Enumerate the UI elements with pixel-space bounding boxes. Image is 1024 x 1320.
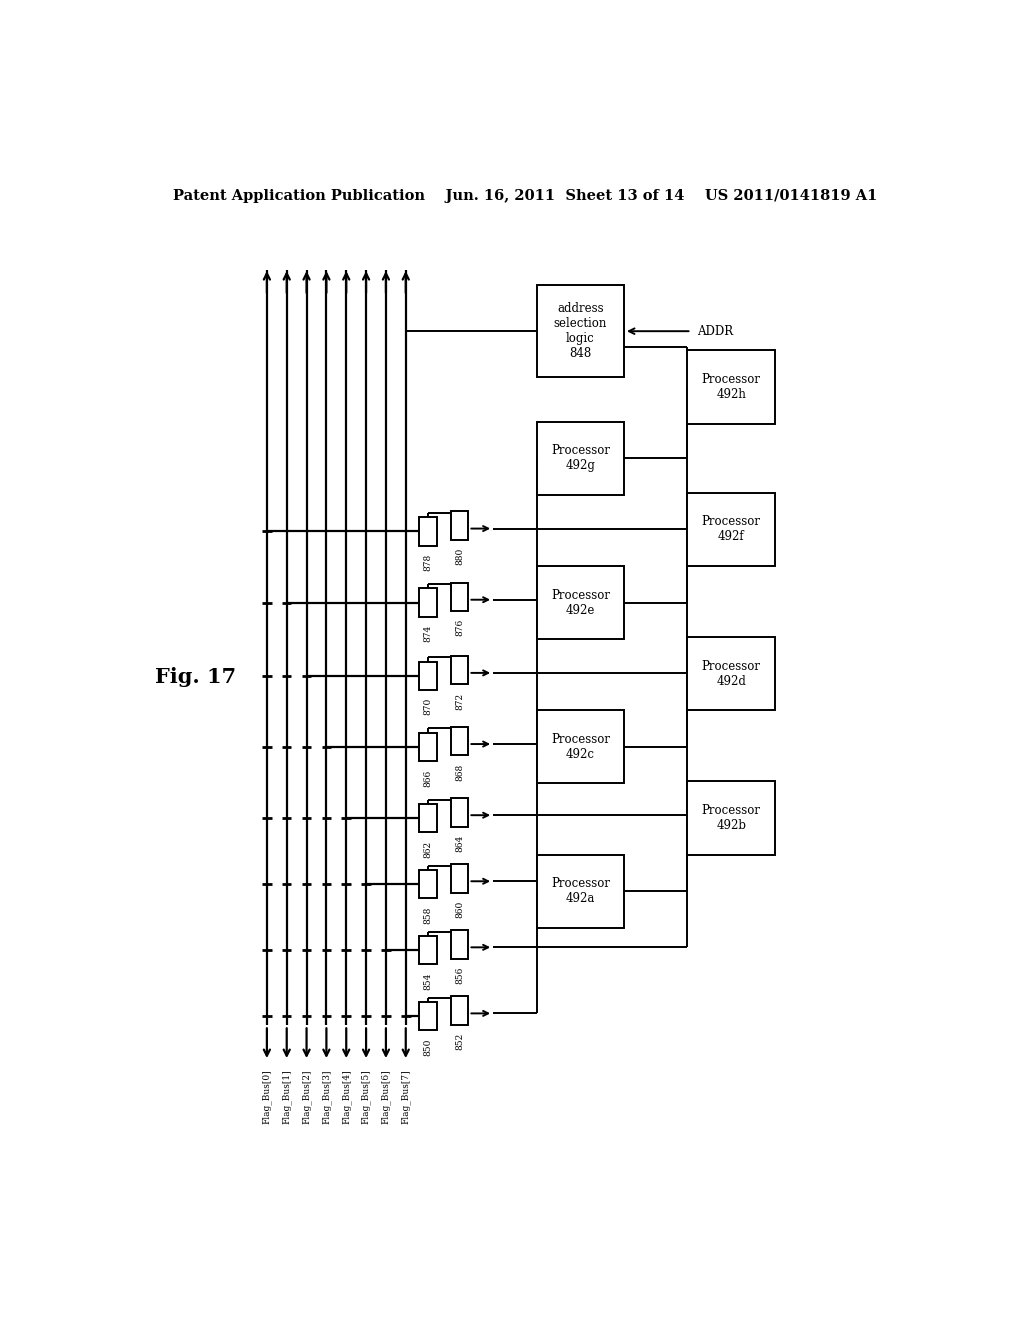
Text: 862: 862 xyxy=(424,841,432,858)
Bar xyxy=(687,638,775,710)
Text: Flag_Bus[6]: Flag_Bus[6] xyxy=(381,1069,391,1123)
Text: address
selection
logic
848: address selection logic 848 xyxy=(554,302,607,360)
Bar xyxy=(451,865,468,892)
Bar xyxy=(451,997,468,1024)
Text: Flag_Bus[3]: Flag_Bus[3] xyxy=(322,1069,331,1123)
Text: 854: 854 xyxy=(424,973,432,990)
Text: Flag_Bus[5]: Flag_Bus[5] xyxy=(361,1069,371,1123)
Text: Processor
492a: Processor 492a xyxy=(551,878,610,906)
Text: 860: 860 xyxy=(456,900,464,917)
Bar xyxy=(419,936,436,965)
Text: 850: 850 xyxy=(424,1039,432,1056)
Text: Flag_Bus[0]: Flag_Bus[0] xyxy=(262,1069,271,1123)
Text: ADDR: ADDR xyxy=(697,325,733,338)
Bar xyxy=(537,710,624,784)
Bar xyxy=(687,351,775,424)
Text: Flag_Bus[1]: Flag_Bus[1] xyxy=(282,1069,292,1123)
Text: 852: 852 xyxy=(456,1034,464,1051)
Bar xyxy=(451,727,468,755)
Text: Flag_Bus[4]: Flag_Bus[4] xyxy=(341,1069,351,1123)
Text: 858: 858 xyxy=(424,907,432,924)
Bar xyxy=(687,781,775,854)
Text: Processor
492e: Processor 492e xyxy=(551,589,610,616)
Text: Processor
492h: Processor 492h xyxy=(701,374,761,401)
Text: Processor
492c: Processor 492c xyxy=(551,733,610,760)
Text: Processor
492d: Processor 492d xyxy=(701,660,761,688)
Bar xyxy=(451,931,468,958)
Bar xyxy=(451,799,468,826)
Text: 878: 878 xyxy=(424,554,432,572)
Bar xyxy=(419,589,436,616)
Bar xyxy=(419,870,436,899)
Text: 856: 856 xyxy=(456,966,464,985)
Bar xyxy=(687,492,775,566)
Text: 864: 864 xyxy=(456,834,464,851)
Bar xyxy=(419,661,436,690)
Text: 872: 872 xyxy=(456,693,464,710)
Bar xyxy=(451,511,468,540)
Text: Processor
492b: Processor 492b xyxy=(701,804,761,832)
Bar xyxy=(537,566,624,639)
Bar xyxy=(537,854,624,928)
Text: 874: 874 xyxy=(424,624,432,642)
Text: 870: 870 xyxy=(424,698,432,715)
Text: Flag_Bus[7]: Flag_Bus[7] xyxy=(401,1069,411,1123)
Bar xyxy=(419,517,436,545)
Text: Processor
492f: Processor 492f xyxy=(701,515,761,544)
Text: 866: 866 xyxy=(424,770,432,787)
Bar xyxy=(419,733,436,762)
Text: Processor
492g: Processor 492g xyxy=(551,445,610,473)
Text: 876: 876 xyxy=(456,619,464,636)
Bar xyxy=(537,285,624,378)
Text: 868: 868 xyxy=(456,763,464,781)
Bar xyxy=(419,804,436,833)
Bar xyxy=(451,582,468,611)
Text: Fig. 17: Fig. 17 xyxy=(155,667,236,686)
Text: 880: 880 xyxy=(456,548,464,565)
Text: Flag_Bus[2]: Flag_Bus[2] xyxy=(302,1069,311,1123)
Bar xyxy=(419,1002,436,1031)
Text: Patent Application Publication    Jun. 16, 2011  Sheet 13 of 14    US 2011/01418: Patent Application Publication Jun. 16, … xyxy=(173,189,877,203)
Bar xyxy=(451,656,468,684)
Bar xyxy=(537,421,624,495)
